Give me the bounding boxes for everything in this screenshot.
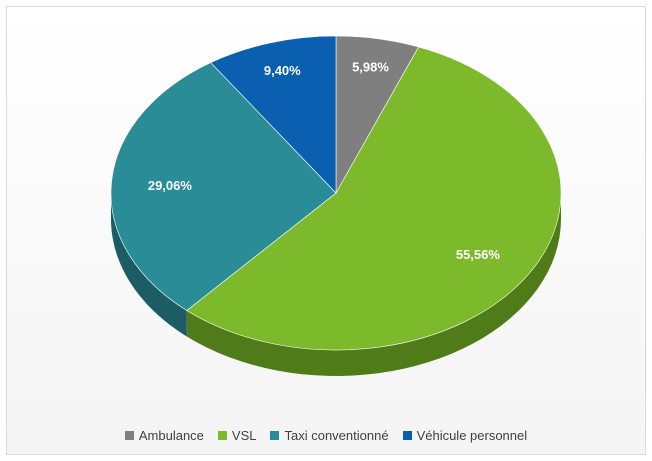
- data-label-ambulance: 5,98%: [352, 60, 389, 75]
- legend-swatch-vehicule: [402, 431, 412, 440]
- legend-label-taxi: Taxi conventionné: [284, 428, 389, 443]
- pie-side-taxi: [111, 193, 187, 337]
- legend-item-vehicule: Véhicule personnel: [402, 428, 528, 443]
- pie-slice-vehicule: [210, 35, 337, 194]
- legend-item-vsl: VSL: [217, 428, 257, 443]
- data-label-taxi: 29,06%: [148, 178, 193, 193]
- legend-swatch-ambulance: [124, 431, 134, 440]
- pie-slice-taxi: [110, 62, 337, 311]
- legend-swatch-taxi: [270, 431, 280, 440]
- pie-slice-vsl: [186, 46, 562, 351]
- legend-label-vehicule: Véhicule personnel: [416, 428, 528, 443]
- data-label-vehicule: 9,40%: [264, 63, 301, 78]
- data-label-vsl: 55,56%: [456, 247, 501, 262]
- pie-chart: 5,98% 55,56% 29,06% 9,40%: [110, 35, 562, 376]
- legend-label-vsl: VSL: [231, 428, 257, 443]
- legend-label-ambulance: Ambulance: [138, 428, 204, 443]
- legend: Ambulance VSL Taxi conventionné Véhicule…: [7, 428, 645, 443]
- legend-item-taxi: Taxi conventionné: [270, 428, 389, 443]
- pie-side-vsl: [186, 193, 561, 376]
- legend-swatch-vsl: [217, 431, 227, 440]
- chart-area: 5,98% 55,56% 29,06% 9,40% Ambulance VSL Tax…: [6, 6, 646, 455]
- legend-item-ambulance: Ambulance: [124, 428, 204, 443]
